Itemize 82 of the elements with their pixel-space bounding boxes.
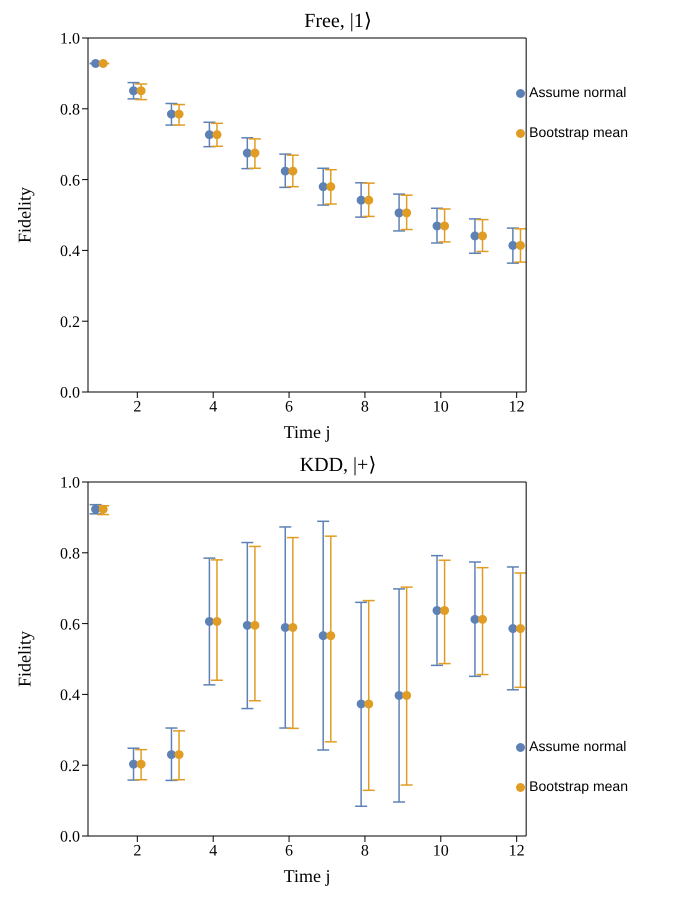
point [250, 148, 260, 158]
x-tick-label: 2 [133, 398, 142, 416]
point [478, 614, 488, 624]
legend-label: Assume normal [529, 738, 626, 754]
chart-title: KDD, |+⟩ [298, 453, 378, 476]
y-tick-label: 0.4 [60, 687, 80, 704]
point [250, 620, 260, 630]
point [364, 196, 374, 205]
x-tick-label: 4 [209, 398, 218, 416]
point [356, 699, 366, 708]
point [166, 110, 176, 119]
x-axis-title: Time j [284, 422, 331, 442]
x-axis-title: Time j [284, 866, 331, 886]
point [318, 631, 328, 640]
point [508, 240, 518, 250]
point [98, 504, 108, 514]
x-tick-label: 12 [508, 398, 525, 416]
point [174, 110, 184, 119]
point [402, 690, 412, 700]
legend-label: Bootstrap mean [529, 778, 628, 794]
point [288, 166, 298, 176]
point [432, 221, 442, 230]
point [356, 196, 366, 205]
y-tick-label: 0.2 [60, 758, 80, 775]
point [204, 616, 214, 626]
point [432, 606, 442, 616]
y-axis-title: Fidelity [14, 186, 34, 244]
point [470, 614, 480, 624]
point [402, 208, 412, 218]
y-tick-label: 0.6 [60, 172, 80, 190]
legend-label: Assume normal [529, 84, 626, 100]
point [280, 622, 290, 632]
y-tick-label: 0.8 [60, 101, 80, 118]
y-tick-label: 0.8 [60, 545, 80, 562]
x-tick-label: 8 [360, 842, 369, 860]
point [326, 631, 336, 640]
x-tick-label: 10 [432, 398, 449, 416]
point [440, 221, 450, 230]
x-tick-label: 12 [508, 842, 525, 860]
y-tick-label: 1.0 [60, 30, 80, 48]
x-tick-label: 10 [432, 842, 449, 860]
point [516, 624, 525, 634]
y-tick-label: 0.2 [60, 314, 80, 331]
point [508, 624, 518, 634]
x-tick-label: 8 [360, 398, 369, 416]
x-tick-label: 6 [285, 842, 294, 860]
point [470, 231, 480, 240]
point [174, 750, 184, 760]
point [280, 166, 290, 176]
point [242, 620, 252, 630]
x-tick-label: 2 [133, 842, 142, 860]
y-tick-label: 0.0 [60, 828, 80, 846]
point [326, 182, 336, 192]
point [212, 130, 222, 140]
point [242, 148, 252, 158]
chart-title: Free, |1⟩ [303, 9, 373, 32]
point [516, 240, 525, 250]
point [394, 690, 404, 700]
point [394, 208, 404, 218]
x-tick-label: 6 [285, 398, 294, 416]
point [212, 616, 222, 626]
point [129, 760, 138, 769]
point [364, 699, 374, 708]
point [91, 504, 100, 514]
point [136, 86, 146, 96]
point [318, 182, 328, 192]
x-tick-label: 4 [209, 842, 218, 860]
y-tick-label: 0.0 [60, 384, 80, 402]
y-tick-label: 0.6 [60, 616, 80, 634]
point [98, 58, 108, 68]
y-axis-title: Fidelity [14, 630, 34, 688]
point [204, 130, 214, 140]
point [166, 750, 176, 760]
point [440, 606, 450, 616]
point [91, 58, 100, 68]
point [288, 622, 298, 632]
y-tick-label: 0.4 [60, 243, 80, 260]
y-tick-label: 1.0 [60, 474, 80, 492]
point [136, 760, 146, 769]
point [478, 231, 488, 240]
legend-label: Bootstrap mean [529, 124, 628, 140]
point [129, 86, 138, 96]
